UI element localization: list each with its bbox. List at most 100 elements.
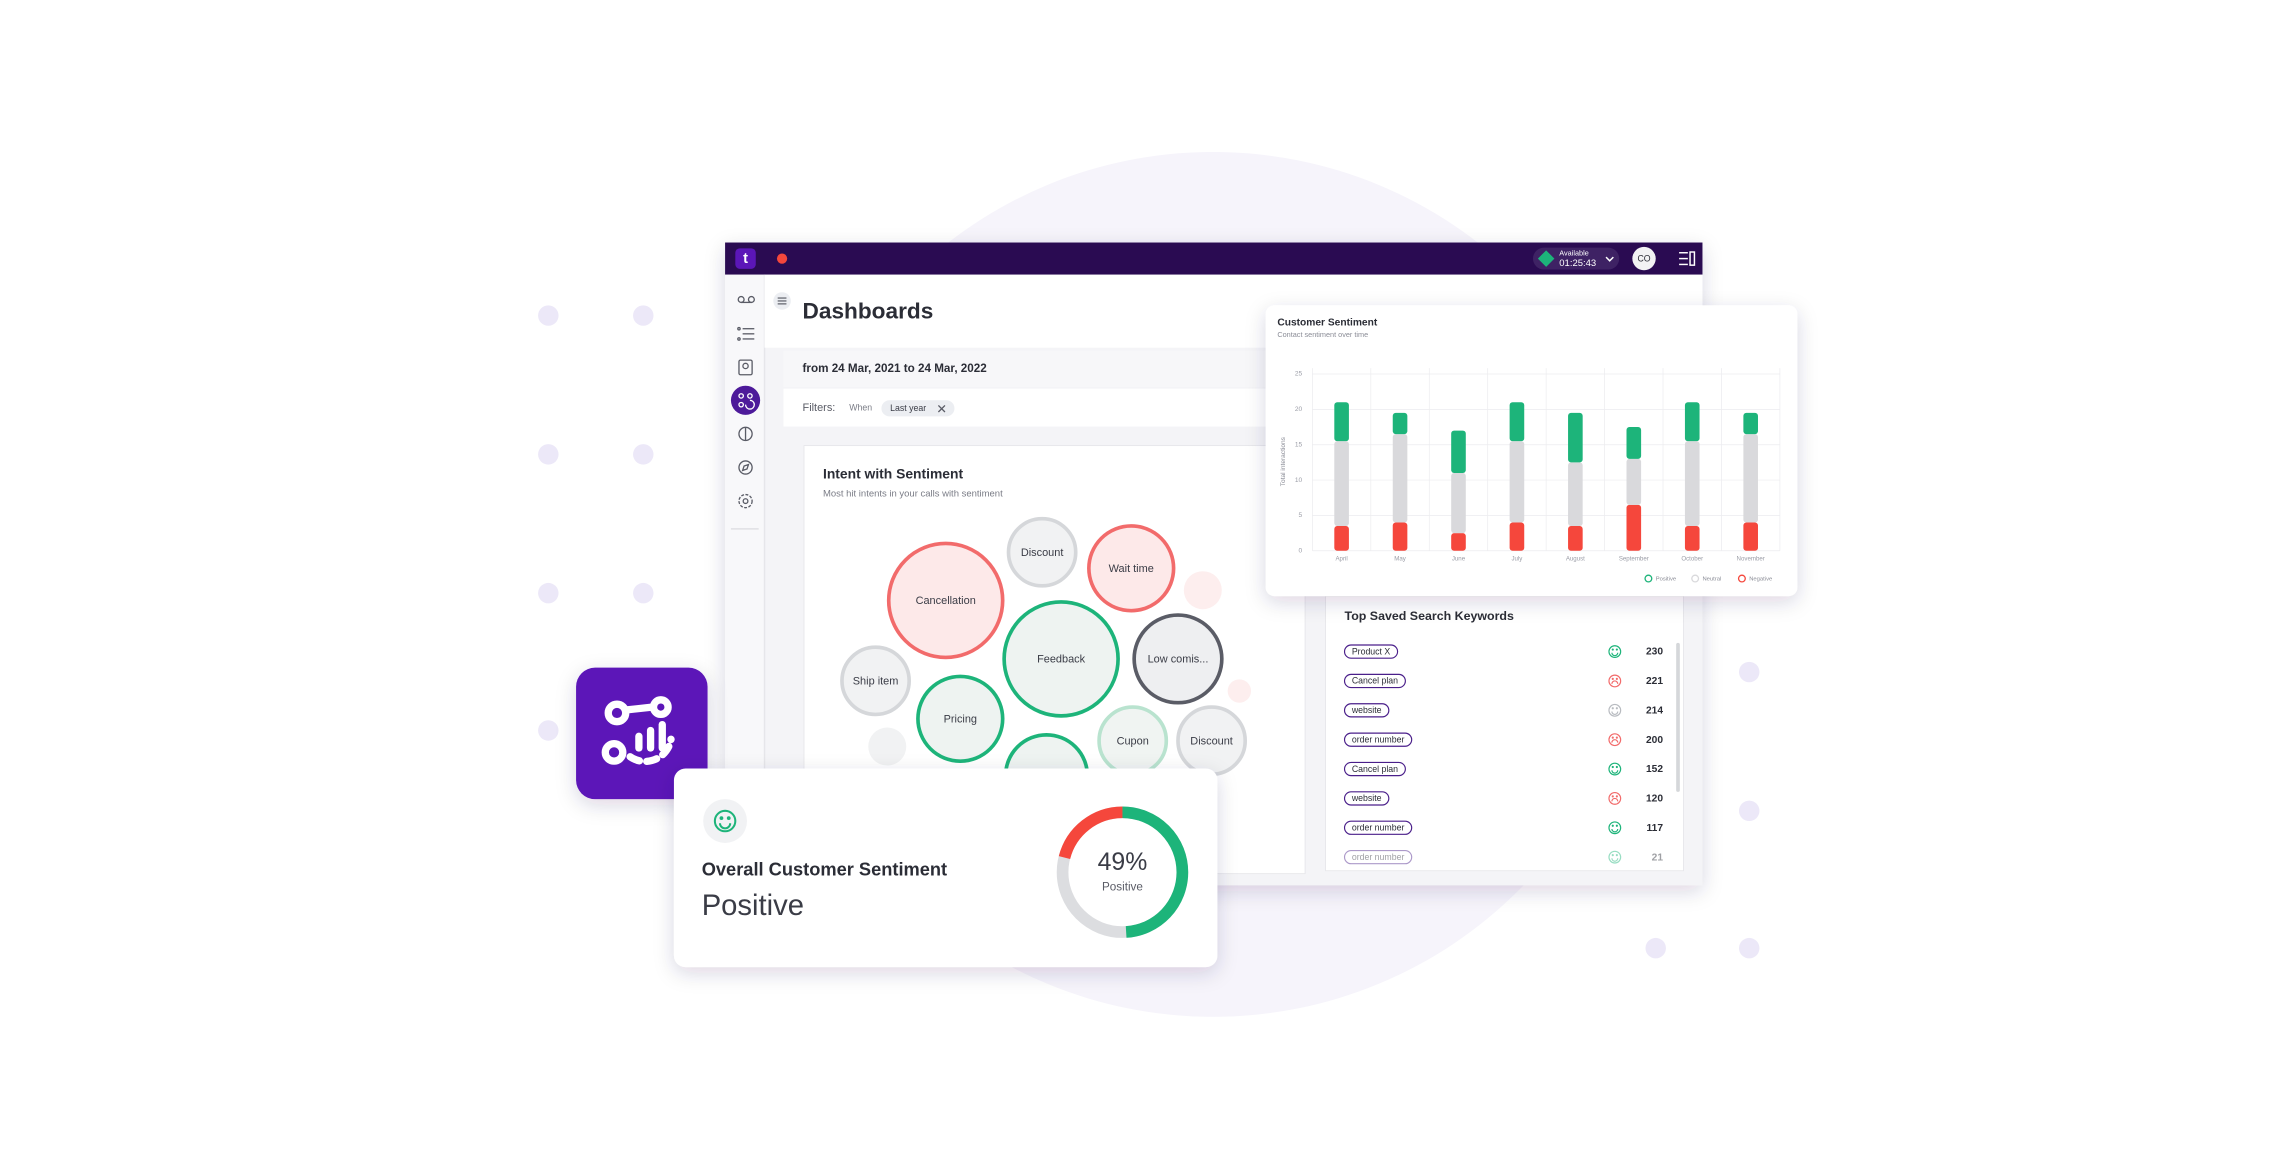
intent-bubble[interactable]: [840, 645, 911, 717]
intent-bubble[interactable]: [886, 541, 1005, 660]
overall-sentiment: Positive: [702, 890, 804, 922]
keywords-title: Top Saved Search Keywords: [1345, 609, 1514, 623]
app-icon-tile: [576, 667, 708, 800]
intent-bubble[interactable]: [1087, 524, 1176, 613]
bar-segment: [1626, 504, 1642, 551]
bar-segment: [1568, 526, 1583, 551]
sentiment-face: [1608, 821, 1622, 835]
sentiment-icon: [1608, 703, 1622, 717]
keyword-chip[interactable]: [1343, 761, 1406, 777]
keyword-text: order number: [1352, 823, 1405, 833]
sentiment-icon: [1608, 821, 1622, 835]
brain-icon[interactable]: [738, 426, 753, 442]
keyword-text: order number: [1352, 734, 1405, 744]
bar-segment: [1392, 522, 1408, 551]
intent-label: Cancellation: [916, 595, 976, 607]
sentiment-eye: [1615, 707, 1618, 710]
voicemail-icon[interactable]: [737, 295, 755, 304]
settings-icon[interactable]: [738, 493, 753, 509]
intent-bubble[interactable]: [916, 674, 1005, 763]
chart-title: Customer Sentiment: [1277, 318, 1378, 329]
bar-segment: [1451, 430, 1466, 473]
sentiment-mouth: [1611, 739, 1619, 743]
keyword-chip[interactable]: [1343, 673, 1406, 689]
y-tick-label: 5: [1299, 512, 1303, 519]
bar-segment: [1451, 533, 1466, 551]
sentiment-mouth: [1611, 680, 1619, 684]
keyword-count: 21: [1652, 852, 1664, 863]
keyword-chip[interactable]: [1343, 644, 1399, 659]
dashboards-nav-icon: [738, 393, 755, 410]
intent-subtitle: Most hit intents in your calls with sent…: [823, 488, 1003, 499]
keywords-scrollbar[interactable]: [1676, 642, 1680, 792]
panel-toggle[interactable]: [1679, 251, 1696, 266]
sentiment-icon: [1608, 645, 1622, 659]
sentiment-eye: [1611, 707, 1614, 710]
keyword-chip[interactable]: [1343, 791, 1390, 806]
keyword-chip[interactable]: [1343, 820, 1413, 835]
filters-label: Filters:: [803, 402, 836, 414]
legend-swatch: [1691, 574, 1700, 583]
bar-segment: [1626, 458, 1642, 505]
sentiment-eye: [1611, 765, 1614, 769]
y-tick-label: 0: [1299, 548, 1303, 555]
intent-bubble[interactable]: [1002, 600, 1120, 718]
x-tick-label: April: [1335, 555, 1347, 562]
dashboards-nav-active[interactable]: [730, 385, 761, 415]
chart-subtitle: Contact sentiment over time: [1277, 330, 1368, 339]
bar-segment: [1684, 526, 1700, 551]
app-logo[interactable]: [735, 248, 756, 269]
x-tick-label: May: [1394, 555, 1407, 562]
menu-icon: [777, 297, 787, 305]
sentiment-eye: [1615, 824, 1618, 827]
keyword-chip[interactable]: [1343, 849, 1413, 865]
bar-segment: [1684, 441, 1700, 527]
avatar[interactable]: [1632, 246, 1656, 271]
intent-label: Wait time: [1109, 563, 1154, 575]
sentiment-face: [1608, 850, 1622, 864]
sentiment-mouth: [1611, 797, 1619, 802]
bar-segment: [1568, 462, 1583, 527]
intent-label: Low comis...: [1148, 654, 1209, 666]
bar-segment: [1568, 412, 1583, 463]
app-logo-glyph: t: [743, 251, 748, 267]
bubble-layer: Discount Wait time Cancellation Feedback Low…: [840, 516, 1248, 777]
y-tick-label: 25: [1295, 371, 1303, 378]
keyword-row: Cancel plan 221: [1343, 673, 1663, 689]
intent-bubble[interactable]: [1006, 516, 1078, 588]
keyword-text: website: [1351, 793, 1382, 803]
sentiment-icon: [1608, 791, 1622, 805]
keyword-row: Product X 230: [1343, 644, 1663, 659]
status-pill[interactable]: [1532, 247, 1620, 270]
list-icon[interactable]: [737, 326, 755, 341]
intent-title: Intent with Sentiment: [823, 465, 964, 481]
legend-swatch: [1644, 574, 1653, 583]
contacts-icon[interactable]: [738, 359, 753, 376]
notification-icon[interactable]: [776, 253, 788, 264]
x-tick-label: July: [1511, 555, 1523, 562]
filter-chip-remove[interactable]: [937, 404, 946, 413]
intent-label: Discount: [1190, 735, 1233, 747]
legend-label: Positive: [1656, 576, 1676, 582]
sentiment-face: [1608, 791, 1622, 805]
overall-icon-bg: [703, 799, 748, 843]
keyword-row: website 120: [1343, 791, 1663, 806]
bar-segment: [1334, 441, 1349, 527]
compass-icon[interactable]: [738, 460, 753, 475]
keyword-chip[interactable]: [1343, 703, 1390, 718]
keyword-count: 214: [1646, 705, 1663, 716]
sidebar-icons: [737, 295, 755, 509]
sentiment-eye: [1615, 648, 1618, 651]
intent-bubble[interactable]: [1132, 613, 1224, 705]
y-tick-label: 20: [1295, 406, 1303, 413]
bar-segment: [1334, 526, 1349, 551]
donut-value-label: 49%: [1098, 849, 1148, 876]
filter-chip[interactable]: [881, 400, 955, 417]
bar-segment: [1334, 402, 1349, 442]
sentiment-eye: [1615, 795, 1618, 798]
keyword-chip[interactable]: [1343, 732, 1413, 747]
status-timer: 01:25:43: [1559, 258, 1596, 269]
bar-segment: [1509, 402, 1525, 442]
sentiment-mouth: [1611, 858, 1619, 862]
x-tick-label: November: [1737, 555, 1765, 562]
